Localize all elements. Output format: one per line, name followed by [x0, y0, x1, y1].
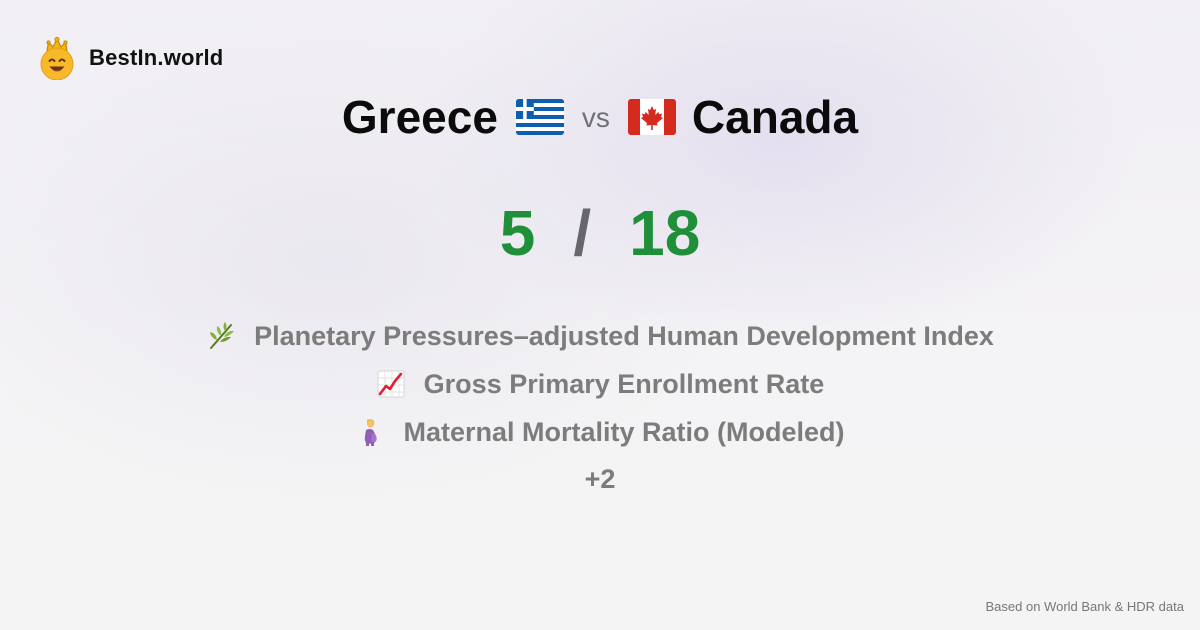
herb-icon: [210, 322, 235, 349]
more-metrics-count[interactable]: +2: [584, 463, 616, 494]
brand[interactable]: BestIn.world: [38, 36, 223, 80]
metric-item[interactable]: Planetary Pressures–adjusted Human Devel…: [206, 312, 994, 360]
brand-name: BestIn.world: [89, 45, 224, 70]
metric-item[interactable]: Maternal Mortality Ratio (Modeled): [355, 408, 845, 456]
chart-increasing-icon: [377, 370, 405, 398]
right-country-name: Canada: [691, 91, 859, 143]
pregnant-woman-icon: [365, 419, 378, 446]
metric-label: Maternal Mortality Ratio (Modeled): [403, 416, 845, 447]
canada-flag-icon: [627, 99, 676, 135]
vs-label: vs: [581, 102, 610, 133]
score-display: 5 / 18: [0, 196, 1200, 270]
score-separator: /: [573, 197, 592, 269]
smiling-crown-face-icon: [40, 37, 74, 80]
metrics-list: Planetary Pressures–adjusted Human Devel…: [0, 312, 1200, 502]
comparison-title: Greece vs Canada: [0, 88, 1200, 146]
metric-label: Gross Primary Enrollment Rate: [423, 368, 825, 399]
right-score: 18: [629, 197, 701, 269]
metric-label: Planetary Pressures–adjusted Human Devel…: [254, 320, 994, 351]
left-country-name: Greece: [341, 91, 498, 143]
metric-item[interactable]: Gross Primary Enrollment Rate: [376, 360, 825, 408]
data-source-note: Based on World Bank & HDR data: [985, 599, 1184, 614]
left-score: 5: [499, 197, 536, 269]
greece-flag-icon: [515, 99, 564, 135]
